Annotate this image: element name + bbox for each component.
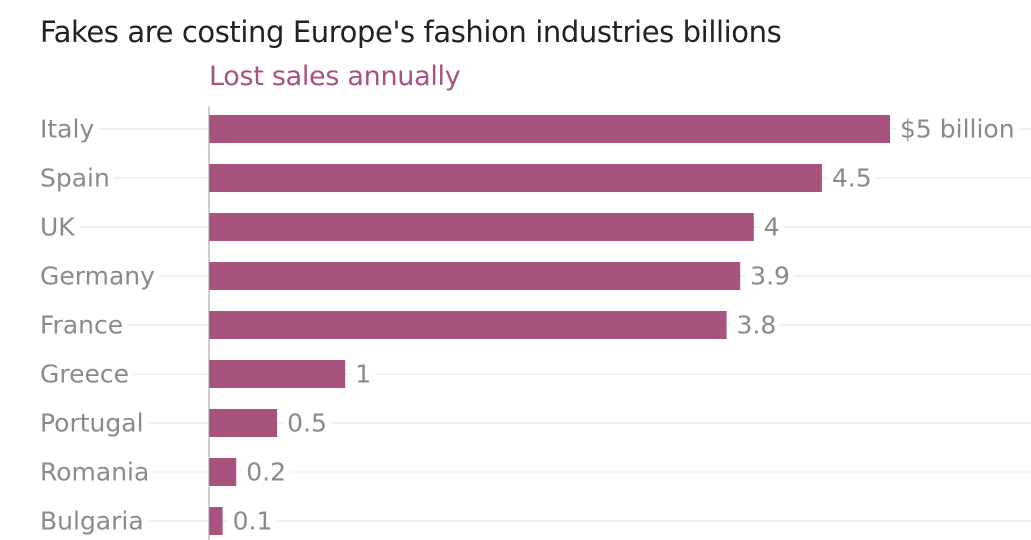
value-label-italy: $5 billion [900, 115, 1015, 144]
label-background [36, 310, 128, 340]
bar-bulgaria [209, 507, 223, 535]
bar-france [209, 311, 727, 339]
bar-uk [209, 213, 754, 241]
value-label-romania: 0.2 [246, 458, 286, 487]
label-background [36, 506, 148, 536]
bar-portugal [209, 409, 278, 437]
category-label-uk: UK [40, 213, 75, 242]
category-label-france: France [40, 311, 123, 340]
category-label-romania: Romania [40, 458, 149, 487]
label-background [36, 457, 154, 487]
value-label-germany: 3.9 [750, 262, 790, 291]
category-label-germany: Germany [40, 262, 155, 291]
labels: Italy $5 billion Spain 4.5 UK 4 Germany 3.9 Fran… [36, 114, 1019, 536]
label-background [896, 114, 1019, 144]
bar-greece [209, 360, 346, 388]
label-background [827, 163, 876, 193]
label-background [36, 163, 114, 193]
value-label-bulgaria: 0.1 [233, 507, 273, 536]
label-background [36, 408, 148, 438]
chart-subtitle: Lost sales annually [209, 61, 461, 92]
label-background [36, 261, 160, 291]
label-background [228, 506, 277, 536]
label-background [351, 359, 376, 389]
value-label-greece: 1 [355, 360, 371, 389]
label-background [746, 261, 794, 291]
label-background [36, 114, 99, 144]
bar-italy [209, 115, 890, 143]
chart-title: Fakes are costing Europe's fashion indus… [40, 15, 782, 49]
label-background [242, 457, 291, 487]
value-label-uk: 4 [764, 213, 780, 242]
category-label-italy: Italy [40, 115, 94, 144]
bar-romania [209, 458, 237, 486]
category-label-bulgaria: Bulgaria [40, 507, 144, 536]
category-label-spain: Spain [40, 164, 110, 193]
bar-spain [209, 164, 822, 192]
label-background [36, 359, 133, 389]
label-background [732, 310, 781, 340]
bar-germany [209, 262, 741, 290]
value-label-portugal: 0.5 [287, 409, 327, 438]
value-label-france: 3.8 [737, 311, 777, 340]
label-background [36, 212, 80, 242]
category-label-greece: Greece [40, 360, 129, 389]
bars [209, 115, 890, 535]
label-background [283, 408, 331, 438]
value-label-spain: 4.5 [832, 164, 872, 193]
category-label-portugal: Portugal [40, 409, 144, 438]
label-background [759, 212, 784, 242]
